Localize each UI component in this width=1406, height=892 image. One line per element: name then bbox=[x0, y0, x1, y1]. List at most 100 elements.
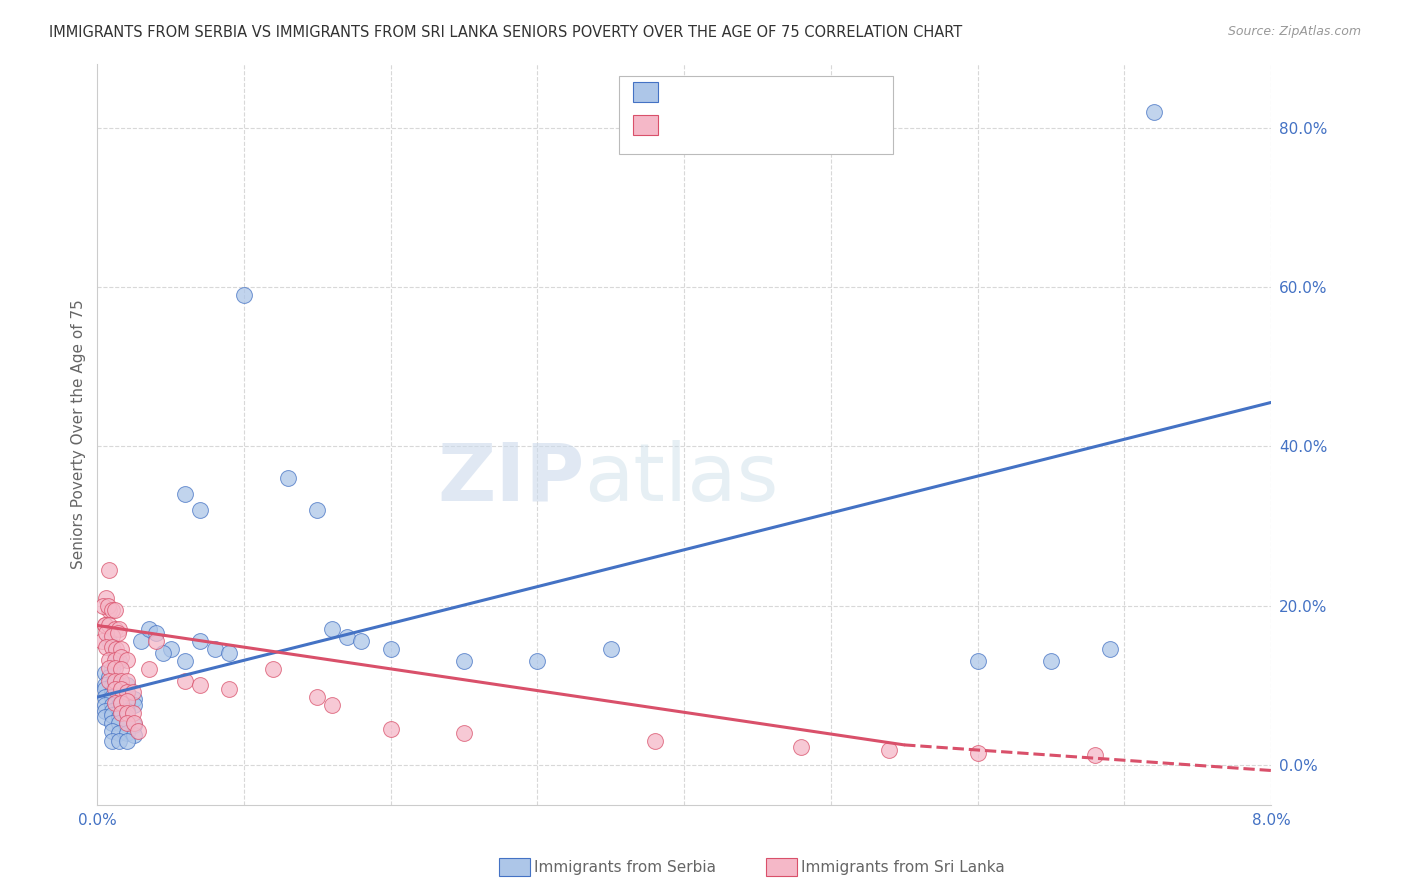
Y-axis label: Seniors Poverty Over the Age of 75: Seniors Poverty Over the Age of 75 bbox=[72, 300, 86, 569]
Point bbox=[336, 631, 359, 645]
Point bbox=[350, 634, 373, 648]
Point bbox=[101, 724, 124, 739]
Point bbox=[110, 696, 132, 710]
Point bbox=[1084, 748, 1107, 763]
Point bbox=[174, 674, 197, 689]
Point bbox=[115, 706, 138, 720]
Point bbox=[307, 690, 329, 705]
Point bbox=[115, 684, 138, 698]
Point bbox=[98, 563, 121, 577]
Point bbox=[966, 654, 988, 668]
Point bbox=[93, 666, 115, 681]
Point bbox=[122, 698, 145, 712]
Point bbox=[218, 682, 240, 697]
Point bbox=[101, 716, 124, 731]
Point bbox=[93, 710, 115, 724]
Point bbox=[104, 646, 127, 660]
Point bbox=[115, 694, 138, 708]
Point bbox=[152, 646, 174, 660]
Point bbox=[104, 696, 127, 710]
Point bbox=[380, 722, 402, 736]
Point bbox=[115, 674, 138, 689]
Point bbox=[108, 698, 131, 712]
Point bbox=[98, 653, 121, 667]
Point bbox=[145, 626, 167, 640]
Point bbox=[98, 670, 121, 684]
Point bbox=[108, 678, 131, 692]
Point bbox=[104, 623, 127, 637]
Point bbox=[108, 654, 131, 668]
Point bbox=[93, 698, 115, 712]
Point bbox=[101, 662, 124, 676]
Point bbox=[98, 618, 121, 632]
Point bbox=[101, 704, 124, 718]
Point bbox=[174, 487, 197, 501]
Point bbox=[790, 740, 813, 755]
Point bbox=[101, 690, 124, 705]
Point bbox=[380, 642, 402, 657]
Point bbox=[105, 642, 128, 657]
Point bbox=[115, 653, 138, 667]
Text: IMMIGRANTS FROM SERBIA VS IMMIGRANTS FROM SRI LANKA SENIORS POVERTY OVER THE AGE: IMMIGRANTS FROM SERBIA VS IMMIGRANTS FRO… bbox=[49, 25, 963, 40]
Point bbox=[599, 642, 621, 657]
Point bbox=[110, 642, 132, 657]
Point bbox=[115, 710, 138, 724]
Point bbox=[204, 642, 226, 657]
Point bbox=[307, 503, 329, 517]
Point bbox=[104, 674, 127, 689]
Point bbox=[277, 471, 299, 485]
Point bbox=[321, 623, 343, 637]
Point bbox=[966, 746, 988, 760]
Point bbox=[159, 642, 181, 657]
Point bbox=[101, 678, 124, 692]
Point bbox=[107, 626, 129, 640]
Point bbox=[110, 706, 132, 720]
Point bbox=[115, 686, 138, 700]
Point bbox=[127, 724, 149, 739]
Point bbox=[108, 686, 131, 700]
Point bbox=[115, 716, 138, 731]
Point bbox=[101, 698, 124, 712]
Point bbox=[526, 654, 548, 668]
Point bbox=[104, 602, 127, 616]
Point bbox=[1142, 104, 1164, 119]
Point bbox=[1098, 642, 1121, 657]
Point bbox=[97, 599, 120, 613]
Point bbox=[108, 704, 131, 718]
Point bbox=[115, 678, 138, 692]
Point bbox=[122, 716, 145, 731]
Point bbox=[110, 650, 132, 665]
Point bbox=[131, 634, 153, 648]
Point bbox=[115, 704, 138, 718]
Point bbox=[138, 662, 160, 676]
Point bbox=[93, 690, 115, 705]
Point bbox=[94, 591, 117, 605]
Point bbox=[93, 704, 115, 718]
Point bbox=[104, 674, 127, 689]
Point bbox=[115, 698, 138, 712]
Point bbox=[174, 654, 197, 668]
Point bbox=[115, 692, 138, 706]
Point bbox=[453, 654, 475, 668]
Point bbox=[98, 660, 121, 674]
Point bbox=[93, 618, 115, 632]
Point bbox=[122, 718, 145, 732]
Point bbox=[93, 682, 115, 697]
Point bbox=[101, 640, 124, 654]
Point bbox=[104, 653, 127, 667]
Point bbox=[121, 684, 143, 698]
Point bbox=[110, 674, 132, 689]
Point bbox=[108, 716, 131, 731]
Point bbox=[98, 602, 121, 616]
Text: ZIP: ZIP bbox=[437, 440, 585, 517]
Text: R =  0.489   N = 75: R = 0.489 N = 75 bbox=[664, 85, 830, 99]
Point bbox=[115, 718, 138, 732]
Text: Source: ZipAtlas.com: Source: ZipAtlas.com bbox=[1227, 25, 1361, 38]
Point bbox=[101, 629, 124, 643]
Point bbox=[93, 678, 115, 692]
Point bbox=[108, 623, 131, 637]
Point bbox=[115, 734, 138, 748]
Point bbox=[93, 618, 115, 632]
Point bbox=[188, 634, 211, 648]
Point bbox=[90, 634, 112, 648]
